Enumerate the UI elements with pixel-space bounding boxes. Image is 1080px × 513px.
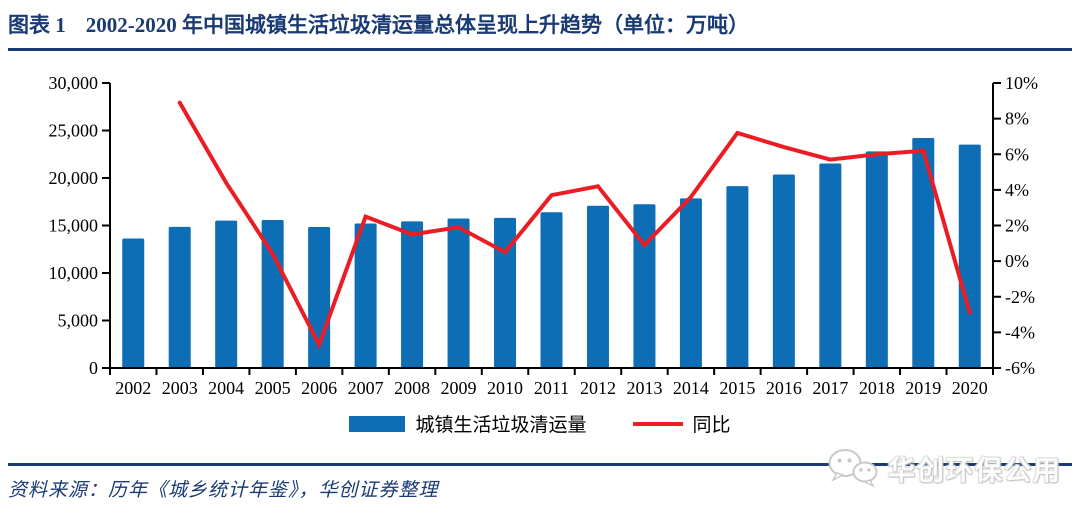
yoy-line [177,100,972,350]
title-divider [8,48,1072,51]
right-tick-label: -6% [1005,358,1035,378]
bar-2004 [215,220,238,368]
x-tick-label: 2014 [673,378,709,398]
bar-2009 [447,218,470,368]
left-tick-label: 5,000 [58,311,99,331]
x-tick-label: 2019 [905,378,941,398]
bar-2008 [401,221,424,368]
right-tick-label: 10% [1005,73,1038,93]
x-tick-label: 2013 [626,378,662,398]
chart-legend: 城镇生活垃圾清运量 同比 [0,410,1080,437]
right-tick-label: 4% [1005,180,1029,200]
x-tick-label: 2015 [719,378,755,398]
x-tick-label: 2017 [812,378,848,398]
bar-series-swatch-icon [349,415,406,432]
figure-title-row: 图表 1 2002-2020 年中国城镇生活垃圾清运量总体呈现上升趋势（单位：万… [0,0,1080,40]
legend-label-bars: 城镇生活垃圾清运量 [415,415,587,436]
x-tick-label: 2012 [580,378,616,398]
chart-area: 30,000 25,000 20,000 15,000 10,000 5,000 0 10% 8… [0,58,1080,398]
x-tick-label: 2008 [394,378,430,398]
x-tick-label: 2002 [115,378,151,398]
legend-label-line: 同比 [692,415,731,436]
bar-2005 [261,220,284,368]
x-tick-label: 2006 [301,378,337,398]
bar-2012 [586,205,609,368]
bar-2019 [912,138,935,368]
right-tick-label: 8% [1005,109,1029,129]
left-tick-label: 10,000 [49,263,99,283]
x-tick-label: 2009 [441,378,477,398]
bar-2015 [726,186,749,368]
legend-item-bars: 城镇生活垃圾清运量 [349,410,587,437]
x-tick-label: 2003 [162,378,198,398]
source-note: 资料来源：历年《城乡统计年鉴》，华创证券整理 [8,480,439,501]
x-tick-label: 2020 [952,378,988,398]
left-tick-label: 30,000 [49,73,99,93]
left-tick-label: 15,000 [49,216,99,236]
figure-label: 图表 1 [8,13,66,37]
legend-item-line: 同比 [632,410,731,437]
x-tick-label: 2011 [534,378,569,398]
bar-2013 [633,204,656,368]
line-series-swatch-icon [632,421,683,426]
right-tick-label: 0% [1005,251,1029,271]
wechat-icon [828,449,878,488]
figure-title: 2002-2020 年中国城镇生活垃圾清运量总体呈现上升趋势（单位：万吨） [85,13,749,37]
bar-2020 [958,144,981,368]
bar-2014 [679,198,702,368]
watermark-text: 华创环保公用 [888,455,1062,486]
bar-2011 [540,212,563,368]
x-tick-label: 2007 [348,378,384,398]
right-tick-label: -4% [1005,322,1035,342]
watermark: 华创环保公用 [824,442,1062,494]
bar-2017 [819,163,842,368]
footer-divider [8,463,1072,466]
x-tick-label: 2010 [487,378,523,398]
bar-2002 [122,238,145,368]
bar-2010 [494,217,517,368]
x-tick-label: 2016 [766,378,802,398]
bar-2018 [865,151,888,368]
right-tick-label: 6% [1005,144,1029,164]
x-tick-label: 2018 [859,378,895,398]
left-tick-label: 25,000 [49,121,99,141]
right-tick-label: 2% [1005,216,1029,236]
bar-2007 [354,223,377,368]
right-tick-label: -2% [1005,287,1035,307]
left-tick-label: 20,000 [49,168,99,188]
left-tick-label: 0 [89,358,98,378]
bar-2003 [168,226,191,368]
x-tick-label: 2005 [255,378,291,398]
garbage-clearance-combo-chart: 30,000 25,000 20,000 15,000 10,000 5,000 0 10% 8… [49,73,1039,398]
bar-2016 [772,174,795,368]
x-tick-label: 2004 [208,378,244,398]
